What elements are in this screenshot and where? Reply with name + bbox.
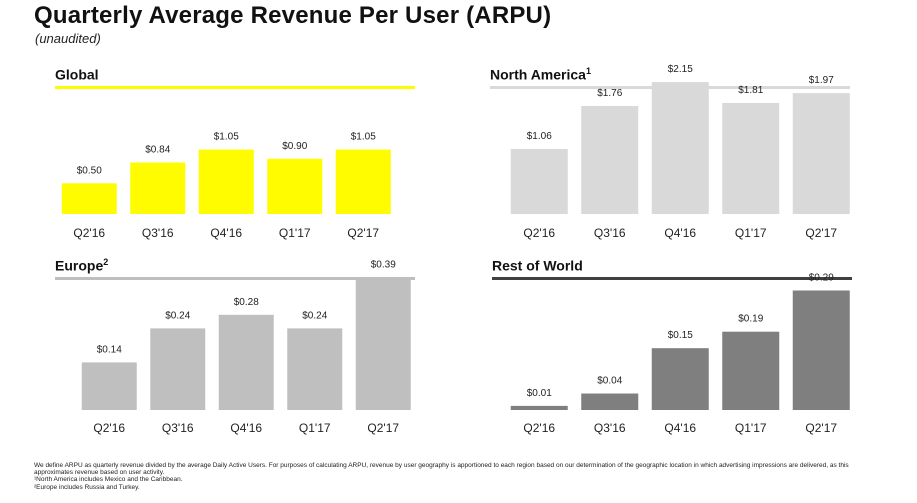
- rest-of-world-chart-title: Rest of World: [492, 257, 583, 274]
- europe-data-label: $0.39: [371, 259, 396, 270]
- rest-of-world-bar: [792, 290, 850, 410]
- global-data-label: $1.05: [351, 132, 376, 143]
- rest-of-world-bar: [510, 405, 568, 410]
- global-data-label: $0.50: [77, 165, 102, 176]
- europe-data-label: $0.24: [165, 310, 190, 321]
- global-bar: [61, 183, 117, 214]
- global-chart-title: Global: [55, 66, 99, 83]
- north-america-data-label: $1.06: [527, 131, 552, 142]
- global-category-label: Q2'17: [347, 226, 379, 240]
- europe-bar: [218, 314, 274, 410]
- rest-of-world-category-label: Q2'17: [805, 421, 837, 435]
- north-america-bar: [510, 148, 568, 214]
- europe-category-label: Q2'16: [93, 421, 125, 435]
- north-america-data-label: $1.76: [597, 88, 622, 99]
- rest-of-world-chart-panel: Rest of World $0.01 Q2'16 $0.04 Q3'16 $0.15 Q…: [492, 257, 852, 457]
- rest-of-world-chart-svg: $0.01 Q2'16 $0.04 Q3'16 $0.15 Q4'16 $0.19 Q1'17…: [510, 272, 850, 435]
- footnotes: We define ARPU as quarterly revenue divi…: [34, 462, 854, 491]
- north-america-category-label: Q2'17: [805, 226, 837, 240]
- global-bar: [198, 149, 254, 214]
- rest-of-world-data-label: $0.15: [668, 330, 693, 341]
- north-america-category-label: Q4'16: [664, 226, 696, 240]
- global-bar: [267, 158, 323, 214]
- north-america-data-label: $2.15: [668, 64, 693, 75]
- europe-category-label: Q1'17: [299, 421, 331, 435]
- europe-bar: [150, 328, 206, 410]
- global-category-label: Q4'16: [210, 226, 242, 240]
- north-america-data-label: $1.97: [809, 75, 834, 86]
- global-chart-rule: [55, 86, 415, 89]
- europe-data-label: $0.24: [302, 310, 327, 321]
- global-category-label: Q2'16: [73, 226, 105, 240]
- rest-of-world-bar: [722, 331, 780, 410]
- europe-chart-title: Europe2: [55, 257, 109, 274]
- rest-of-world-data-label: $0.19: [738, 314, 763, 325]
- global-category-label: Q1'17: [279, 226, 311, 240]
- europe-chart-rule: [55, 277, 415, 280]
- global-chart-panel: Global $0.50 Q2'16 $0.84 Q3'16 $1.05 Q4'16 $0.…: [55, 66, 415, 266]
- global-bar: [335, 149, 391, 214]
- global-category-label: Q3'16: [142, 226, 174, 240]
- north-america-data-label: $1.81: [738, 85, 763, 96]
- rest-of-world-bar: [581, 393, 639, 410]
- rest-of-world-data-label: $0.04: [597, 376, 622, 387]
- rest-of-world-data-label: $0.01: [527, 388, 552, 399]
- north-america-category-label: Q3'16: [594, 226, 626, 240]
- rest-of-world-chart-rule: [492, 277, 852, 280]
- global-data-label: $1.05: [214, 132, 239, 143]
- north-america-chart-title: North America1: [490, 66, 591, 83]
- north-america-bar: [722, 102, 780, 214]
- rest-of-world-category-label: Q2'16: [523, 421, 555, 435]
- europe-data-label: $0.14: [97, 344, 122, 355]
- north-america-category-label: Q2'16: [523, 226, 555, 240]
- rest-of-world-data-label: $0.29: [809, 272, 834, 283]
- page-title: Quarterly Average Revenue Per User (ARPU…: [34, 2, 552, 29]
- north-america-chart-svg: $1.06 Q2'16 $1.76 Q3'16 $2.15 Q4'16 $1.81 Q1'17…: [510, 64, 850, 240]
- global-bar: [130, 162, 186, 214]
- north-america-bar: [651, 82, 709, 215]
- europe-chart-panel: Europe2 $0.14 Q2'16 $0.24 Q3'16 $0.28 Q4'16 $0…: [55, 257, 415, 457]
- europe-data-label: $0.28: [234, 297, 259, 308]
- north-america-chart-panel: North America1 $1.06 Q2'16 $1.76 Q3'16 $2.15…: [490, 64, 850, 266]
- europe-bar: [81, 362, 137, 410]
- global-data-label: $0.90: [282, 141, 307, 152]
- europe-bar: [355, 277, 411, 410]
- europe-category-label: Q2'17: [367, 421, 399, 435]
- north-america-bar: [581, 106, 639, 214]
- rest-of-world-category-label: Q4'16: [664, 421, 696, 435]
- global-data-label: $0.84: [145, 144, 170, 155]
- north-america-bar: [792, 93, 850, 214]
- europe-bar: [287, 328, 343, 410]
- rest-of-world-category-label: Q3'16: [594, 421, 626, 435]
- footnote-definition: We define ARPU as quarterly revenue divi…: [34, 462, 849, 477]
- europe-chart-svg: $0.14 Q2'16 $0.24 Q3'16 $0.28 Q4'16 $0.24 Q1'17…: [81, 259, 411, 435]
- north-america-category-label: Q1'17: [735, 226, 767, 240]
- global-chart-svg: $0.50 Q2'16 $0.84 Q3'16 $1.05 Q4'16 $0.90 Q1'17…: [61, 132, 391, 240]
- footnote-europe: ²Europe includes Russia and Turkey.: [34, 483, 140, 491]
- page-subtitle: (unaudited): [35, 31, 101, 46]
- europe-category-label: Q3'16: [162, 421, 194, 435]
- rest-of-world-bar: [651, 348, 709, 410]
- rest-of-world-category-label: Q1'17: [735, 421, 767, 435]
- europe-category-label: Q4'16: [230, 421, 262, 435]
- footnote-north-america: ¹North America includes Mexico and the C…: [34, 476, 183, 484]
